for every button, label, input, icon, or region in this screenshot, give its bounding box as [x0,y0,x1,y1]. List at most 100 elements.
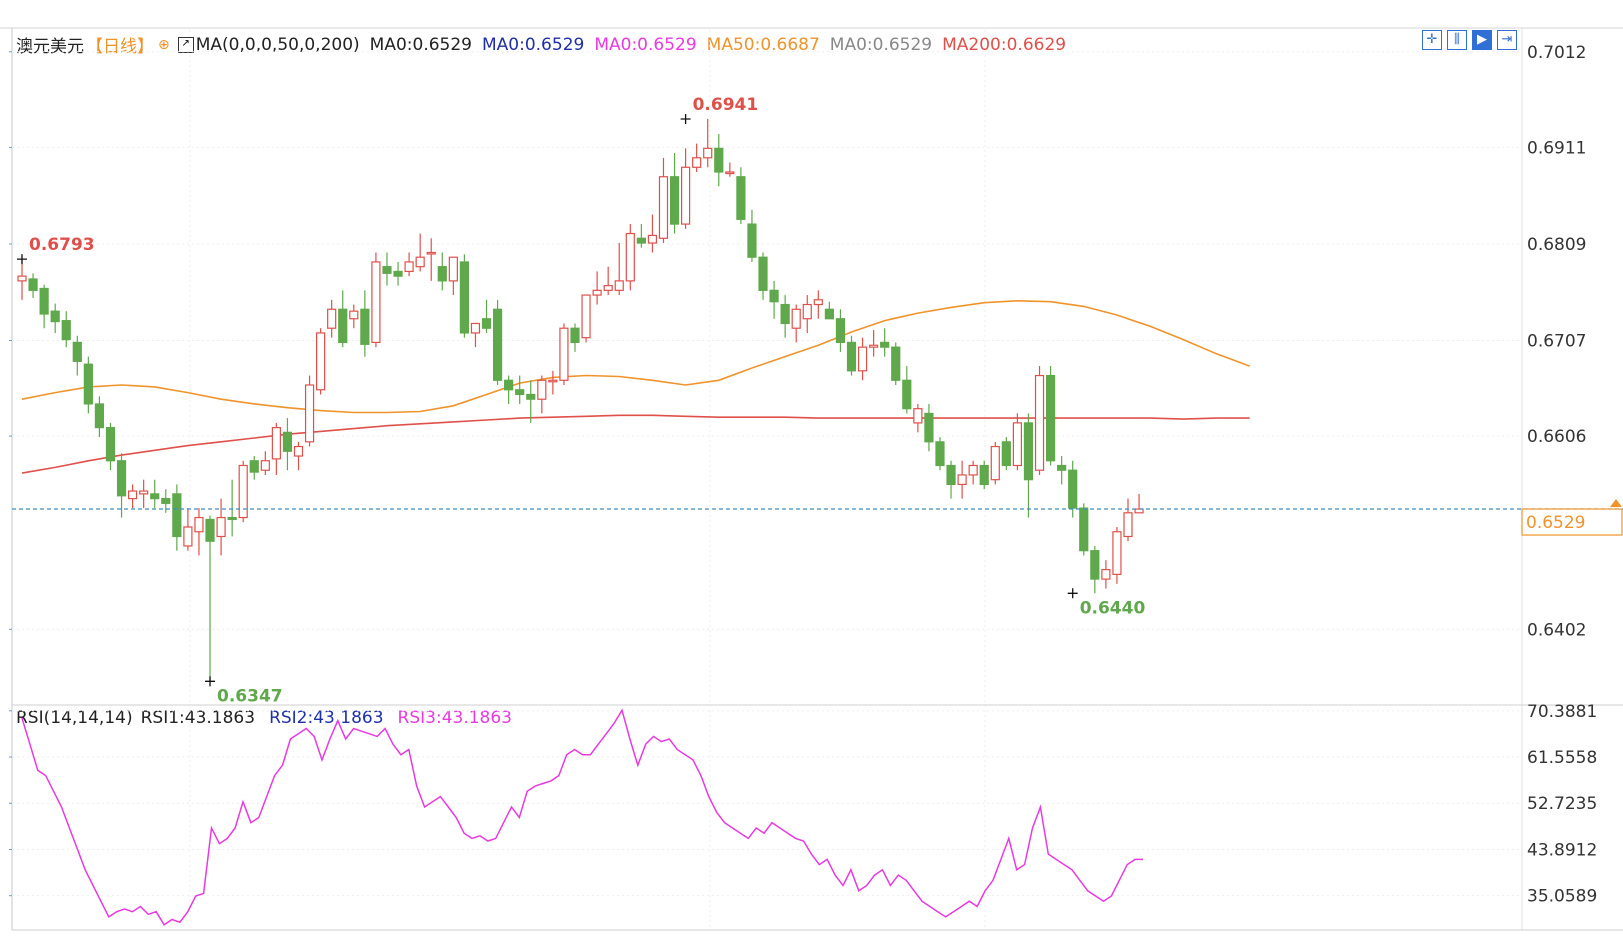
candle-body-3 [50,310,60,323]
candle-body-65 [736,176,746,220]
candle-body-26 [304,384,315,443]
candle-body-98 [1101,569,1111,580]
rsi1-value: RSI1:43.1863 [140,708,256,728]
price-axis-label-4: 0.6606 [1527,427,1586,447]
candle-body-71 [802,303,812,320]
ma-settings-label: MA(0,0,0,50,0,200) [195,34,360,55]
current-price-box [1521,508,1623,536]
extreme-label-3: 0.6440 [1080,598,1146,618]
current-price-marker-icon [1610,499,1622,508]
candle-body-51 [581,294,591,339]
candle-body-73 [824,308,834,320]
candle-body-22 [260,460,270,471]
candle-body-72 [813,299,823,306]
candle-body-48 [548,379,558,383]
candle-body-61 [692,157,702,168]
play-icon[interactable]: ▶ [1472,30,1492,50]
price-axis-label-3: 0.6707 [1527,332,1586,352]
candle-body-31 [360,308,370,345]
candle-body-20 [238,464,248,519]
candle-body-94 [1057,464,1067,471]
extreme-label-0: 0.6941 [693,95,759,115]
candle-body-75 [846,341,857,372]
ma50-line [21,299,1250,414]
crosshair-icon[interactable]: ✛ [1422,30,1442,50]
candle-body-35 [404,261,414,273]
rsi-line [21,708,1143,926]
candle-body-19 [227,516,237,521]
rsi-axis-label-4: 35.0589 [1527,887,1597,907]
candle-body-58 [658,176,669,239]
candle-body-0 [17,275,27,282]
candle-body-63 [714,147,724,173]
candle-body-1 [28,278,38,291]
candle-body-13 [161,498,171,504]
candle-body-46 [526,393,536,400]
export-icon[interactable]: ⇥ [1497,30,1517,50]
candle-body-91 [1023,422,1034,481]
candle-body-23 [271,427,281,460]
candlestick-icon[interactable]: ⫼ [1447,30,1467,50]
ma-value-4: MA0:0.6529 [829,34,933,55]
candle-body-45 [515,389,525,396]
candles-group [17,118,1144,682]
candle-body-12 [150,493,160,500]
candle-body-67 [758,256,768,291]
candle-body-99 [1112,531,1122,575]
candle-body-25 [293,445,304,457]
candle-body-78 [880,341,890,348]
candle-body-21 [249,460,259,473]
candle-body-8 [105,427,116,462]
settings-gear-icon[interactable]: ⊕ [158,36,170,53]
ma-value-2: MA0:0.6529 [594,34,697,55]
candle-body-18 [216,516,226,538]
indicator-chart-icon[interactable]: ↗ [177,36,194,53]
rsi-axis-label-0: 70.3881 [1527,702,1597,722]
candle-body-10 [128,490,138,500]
extreme-label-2: 0.6347 [217,686,283,706]
main-legend: 澳元美元 【日线】 ⊕ ↗ MA(0,0,0,50,0,200) MA0:0.6… [16,32,1067,58]
candle-body-52 [592,289,602,296]
candle-body-15 [183,526,193,547]
candle-body-60 [680,166,691,225]
candle-body-4 [61,320,71,341]
candle-body-14 [172,493,182,538]
candle-body-39 [448,256,458,282]
candle-body-100 [1123,512,1133,538]
candle-body-54 [614,280,624,291]
candle-body-36 [415,256,425,268]
candle-body-50 [570,327,580,344]
candle-body-49 [559,327,569,381]
extreme-marker-1 [17,254,27,265]
candle-body-30 [349,310,359,320]
candle-body-81 [913,408,923,424]
candle-body-79 [891,346,901,381]
rsi-axis-label-1: 61.5558 [1527,748,1597,768]
candle-body-80 [902,379,912,410]
candle-body-6 [83,363,93,405]
ma-value-0: MA0:0.6529 [369,34,472,55]
candle-body-32 [371,261,381,344]
price-axis-label-0: 0.7012 [1527,43,1586,63]
candle-body-42 [481,318,492,329]
ma200-line [21,414,1250,474]
candle-body-88 [990,445,1000,481]
candle-body-33 [382,266,392,274]
candle-body-69 [780,303,790,325]
candle-body-66 [747,223,757,258]
rsi-axis-label-2: 52.7235 [1527,794,1597,814]
candle-body-43 [492,308,503,381]
candle-body-40 [459,261,469,334]
candle-body-85 [957,474,967,486]
candle-body-41 [470,322,481,334]
price-axis-label-2: 0.6809 [1527,235,1586,255]
candle-body-28 [327,308,337,329]
price-axis-label-5: 0.6402 [1527,620,1586,640]
candle-body-27 [316,332,326,391]
candle-body-5 [72,341,82,362]
ma200-value: MA200:0.6629 [942,34,1067,55]
candle-body-77 [869,344,879,348]
candle-body-2 [39,287,49,315]
